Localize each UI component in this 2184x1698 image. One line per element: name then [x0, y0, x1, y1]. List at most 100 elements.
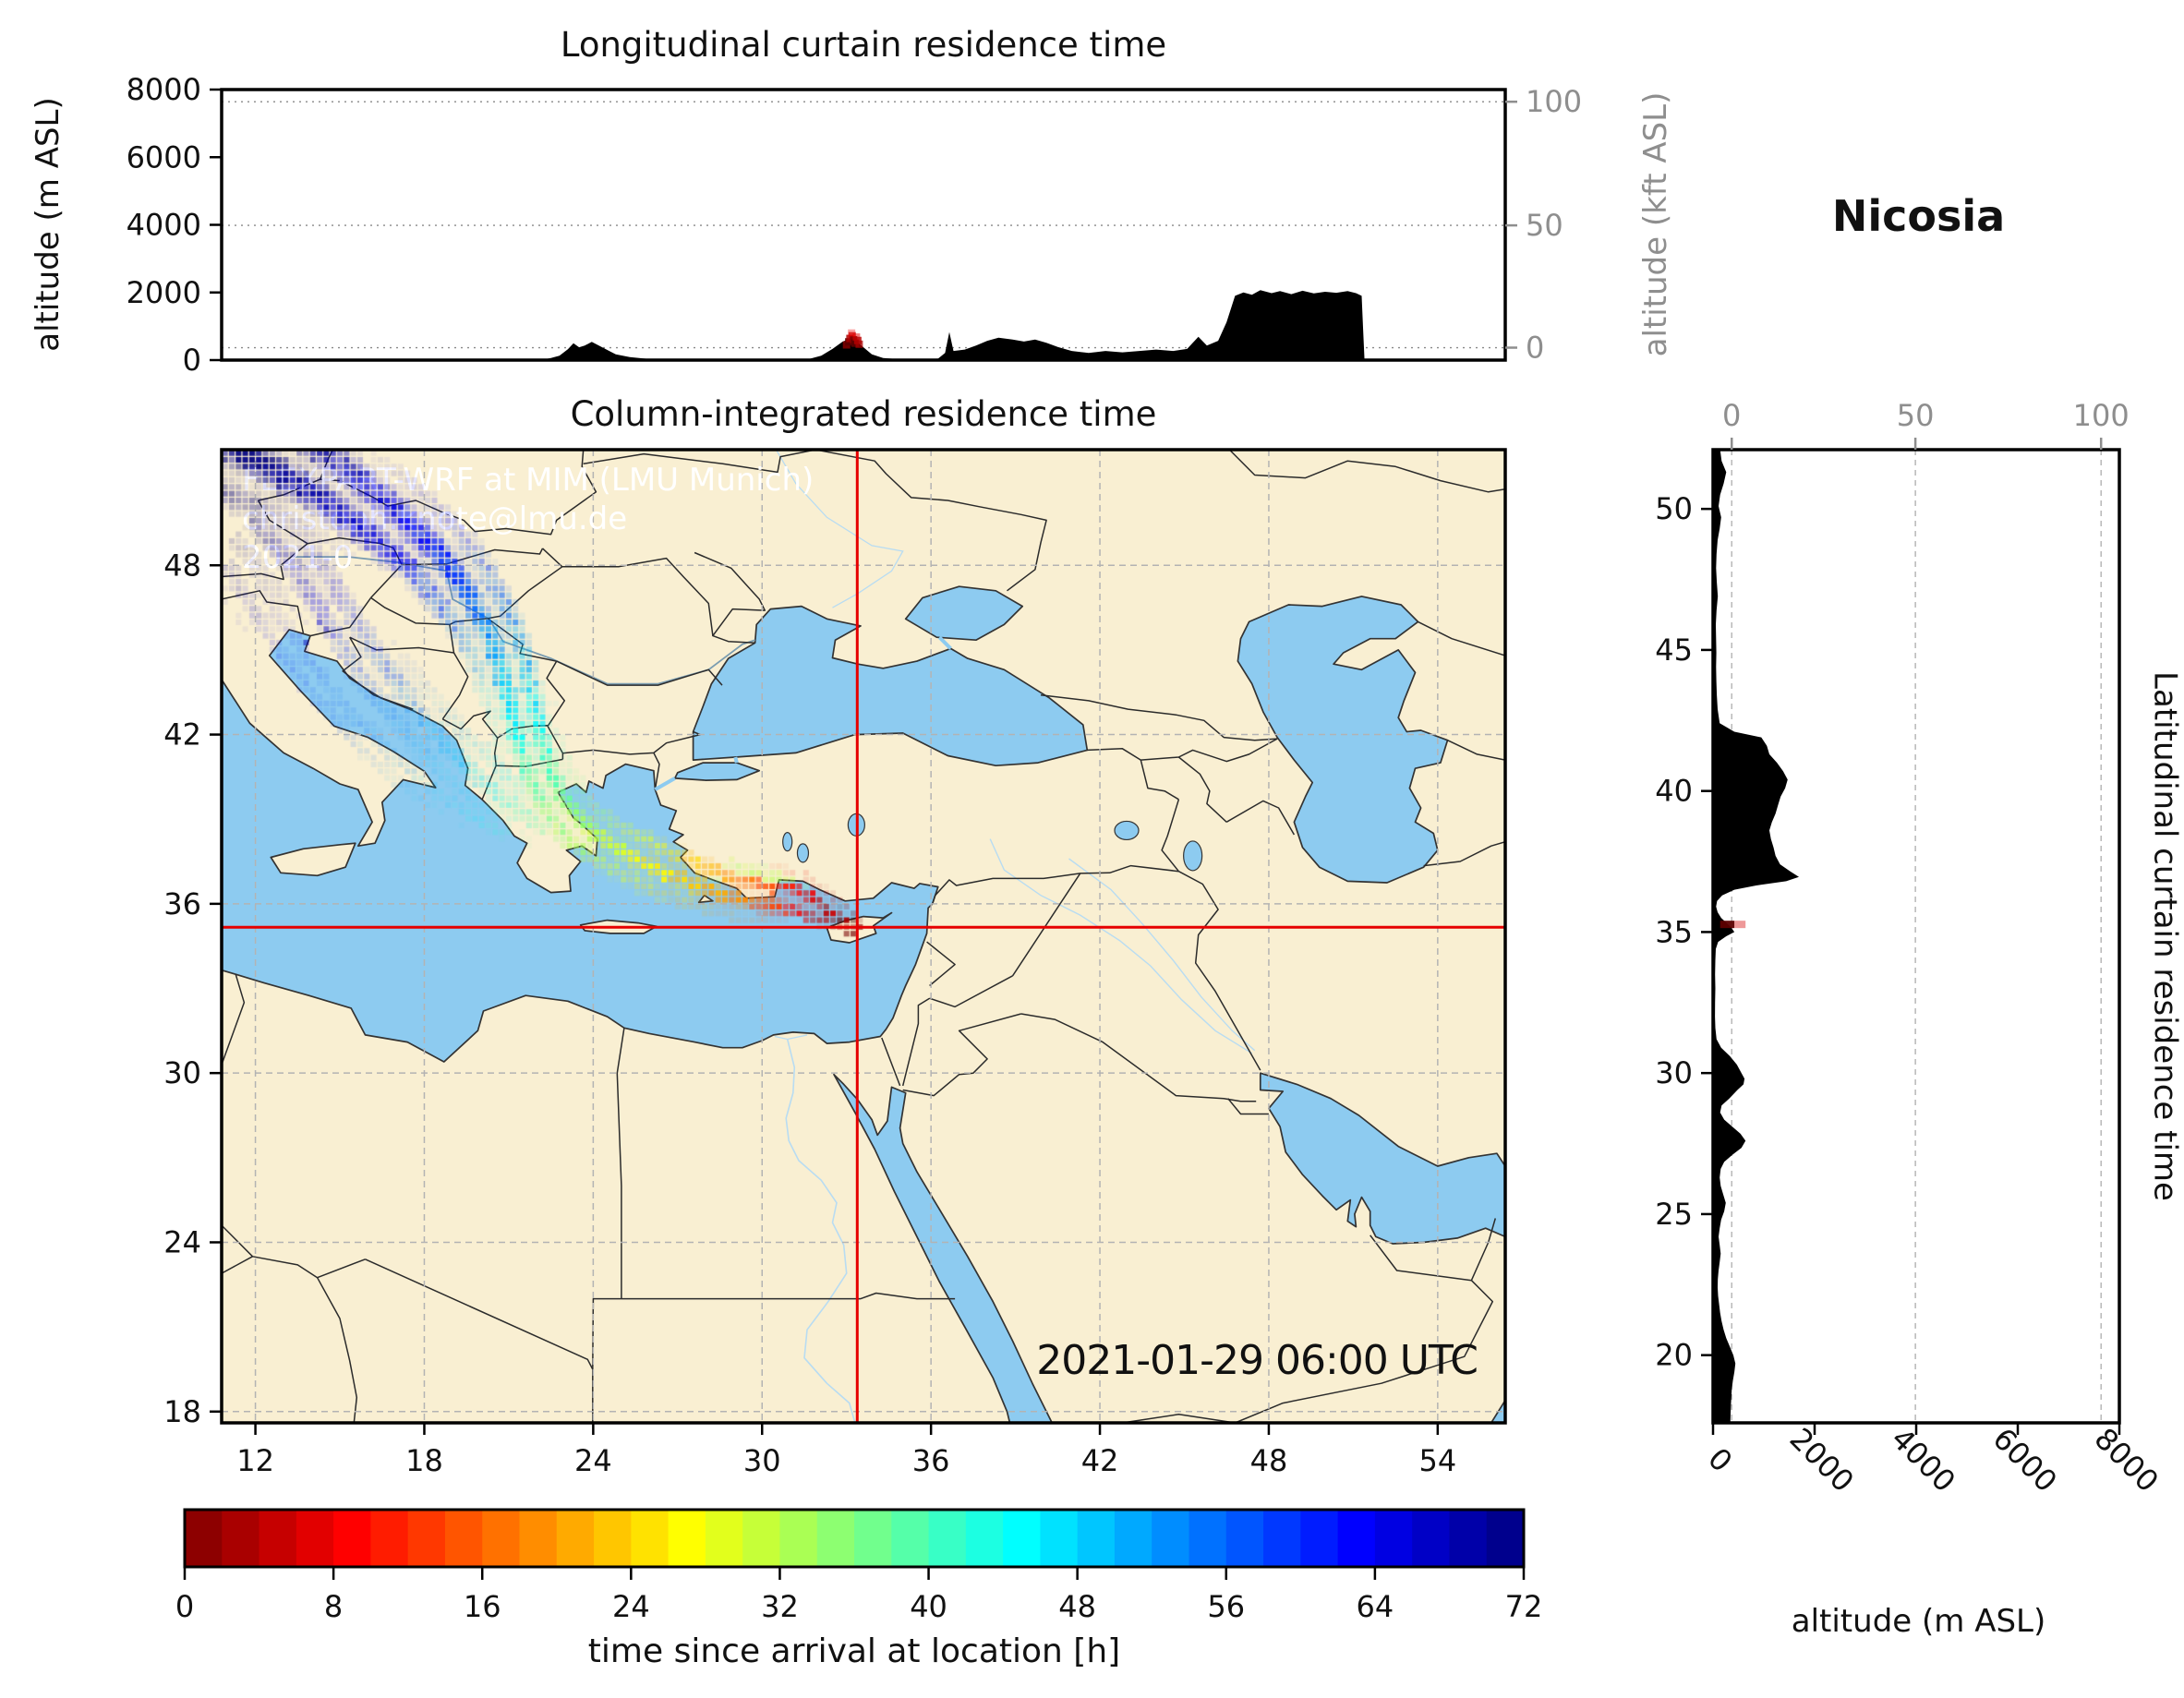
map-ytick-label: 24: [163, 1224, 201, 1259]
right-panel-xlabel: altitude (m ASL): [1791, 1603, 2046, 1640]
colorbar-tick-label: 8: [324, 1589, 343, 1624]
right-kft-tick-label: 0: [1722, 398, 1741, 433]
map-ytick-label: 48: [163, 548, 201, 583]
map-frame: [220, 448, 1507, 1425]
colorbar-tick-label: 40: [910, 1589, 947, 1624]
colorbar-cell: [1040, 1510, 1079, 1567]
colorbar-cell: [1374, 1510, 1413, 1567]
colorbar-frame: [183, 1508, 1526, 1569]
right-panel-title-rotated: Latitudinal curtain residence time: [2146, 671, 2184, 1201]
colorbar-label: time since arrival at location [h]: [587, 1632, 1121, 1670]
colorbar-cell: [965, 1510, 1004, 1567]
latitudinal-terrain-silhouette: [1713, 450, 1799, 1423]
right-ytick-label: 35: [1655, 914, 1693, 949]
colorbar-cell: [816, 1510, 855, 1567]
colorbar-tick-label: 0: [175, 1589, 194, 1624]
colorbar-cell: [779, 1510, 818, 1567]
map-xtick-label: 24: [574, 1443, 612, 1478]
map-xtick-label: 18: [405, 1443, 443, 1478]
right-xtick-label: 8000: [2088, 1421, 2166, 1499]
map-xtick-label: 30: [743, 1443, 781, 1478]
colorbar-cell: [928, 1510, 967, 1567]
map-ytick-label: 42: [163, 717, 201, 753]
top-ytick-label: 2000: [127, 275, 201, 310]
colorbar-cell: [668, 1510, 706, 1567]
colorbar-tick-label: 32: [761, 1589, 799, 1624]
right-kft-tick-label: 100: [2073, 398, 2130, 433]
colorbar-cell: [631, 1510, 670, 1567]
top-panel-ylabel-left: altitude (m ASL): [29, 97, 66, 352]
map-timestamp: 2021-01-29 06:00 UTC: [1036, 1337, 1478, 1384]
recent-residence-cell: [855, 340, 863, 348]
map-xtick-label: 48: [1250, 1443, 1288, 1478]
colorbar-cell: [370, 1510, 409, 1567]
colorbar-tick-label: 48: [1058, 1589, 1096, 1624]
recent-residence-cell-right: [1719, 921, 1735, 929]
colorbar-cell: [1300, 1510, 1339, 1567]
right-ytick-label: 40: [1655, 774, 1693, 809]
map-ytick-label: 18: [163, 1394, 201, 1429]
colorbar-tick-label: 16: [464, 1589, 501, 1624]
station-title: Nicosia: [1831, 191, 2006, 241]
map-xtick-label: 12: [236, 1443, 274, 1478]
top-ytick-label: 8000: [127, 72, 201, 107]
colorbar-cell: [742, 1510, 781, 1567]
map-ytick-label: 36: [163, 886, 201, 921]
colorbar-cell: [185, 1510, 223, 1567]
map-xtick-label: 54: [1418, 1443, 1456, 1478]
colorbar-cell: [444, 1510, 483, 1567]
colorbar-cell: [333, 1510, 372, 1567]
right-ytick-label: 20: [1655, 1338, 1693, 1373]
top-ytick-label: 6000: [127, 139, 201, 175]
colorbar-cell: [1263, 1510, 1302, 1567]
colorbar-cell: [519, 1510, 558, 1567]
recent-residence-cell-right: [1734, 921, 1746, 929]
map-xtick-label: 42: [1081, 1443, 1119, 1478]
map-xtick-label: 36: [912, 1443, 950, 1478]
right-ytick-label: 45: [1655, 632, 1693, 668]
right-ytick-label: 30: [1655, 1055, 1693, 1090]
map-ytick-label: 30: [163, 1055, 201, 1090]
colorbar-cell: [891, 1510, 930, 1567]
colorbar-cell: [407, 1510, 446, 1567]
right-xtick-label: 4000: [1885, 1421, 1962, 1499]
colorbar-cell: [222, 1510, 260, 1567]
colorbar-cell: [482, 1510, 521, 1567]
top-panel-title: Longitudinal curtain residence time: [560, 25, 1167, 65]
longitudinal-terrain-silhouette: [222, 290, 1505, 360]
colorbar-tick-label: 24: [612, 1589, 650, 1624]
top-kft-tick-label: 50: [1526, 208, 1563, 243]
colorbar-cell: [556, 1510, 595, 1567]
recent-residence-cell: [848, 331, 856, 340]
colorbar-cell: [1003, 1510, 1042, 1567]
right-ytick-label: 25: [1655, 1197, 1693, 1232]
right-xtick-label: 2000: [1783, 1421, 1861, 1499]
right-panel-frame: [1711, 448, 2121, 1425]
plume-heatmap-canvas: [222, 450, 1505, 1423]
colorbar-cell: [1449, 1510, 1488, 1567]
right-ytick-label: 50: [1655, 491, 1693, 526]
colorbar-cell: [1189, 1510, 1227, 1567]
right-kft-tick-label: 50: [1897, 398, 1935, 433]
map-panel-title: Column-integrated residence time: [570, 394, 1157, 434]
top-kft-tick-label: 100: [1526, 84, 1582, 119]
right-xtick-label: 6000: [1986, 1421, 2064, 1499]
colorbar-cell: [1152, 1510, 1190, 1567]
colorbar-cell: [1337, 1510, 1376, 1567]
colorbar-cell: [1225, 1510, 1264, 1567]
recent-residence-cell: [853, 336, 862, 344]
colorbar-cell: [1412, 1510, 1451, 1567]
colorbar-cell: [594, 1510, 633, 1567]
right-xtick-label: 0: [1701, 1441, 1739, 1479]
colorbar-tick-label: 56: [1207, 1589, 1245, 1624]
colorbar-tick-label: 72: [1505, 1589, 1543, 1624]
recent-residence-cell: [848, 329, 856, 337]
colorbar-cell: [259, 1510, 297, 1567]
colorbar-cell: [1486, 1510, 1525, 1567]
colorbar-cell: [1114, 1510, 1152, 1567]
colorbar-tick-label: 64: [1357, 1589, 1394, 1624]
top-ytick-label: 0: [183, 343, 201, 378]
colorbar-cell: [854, 1510, 892, 1567]
colorbar-cell: [1077, 1510, 1116, 1567]
